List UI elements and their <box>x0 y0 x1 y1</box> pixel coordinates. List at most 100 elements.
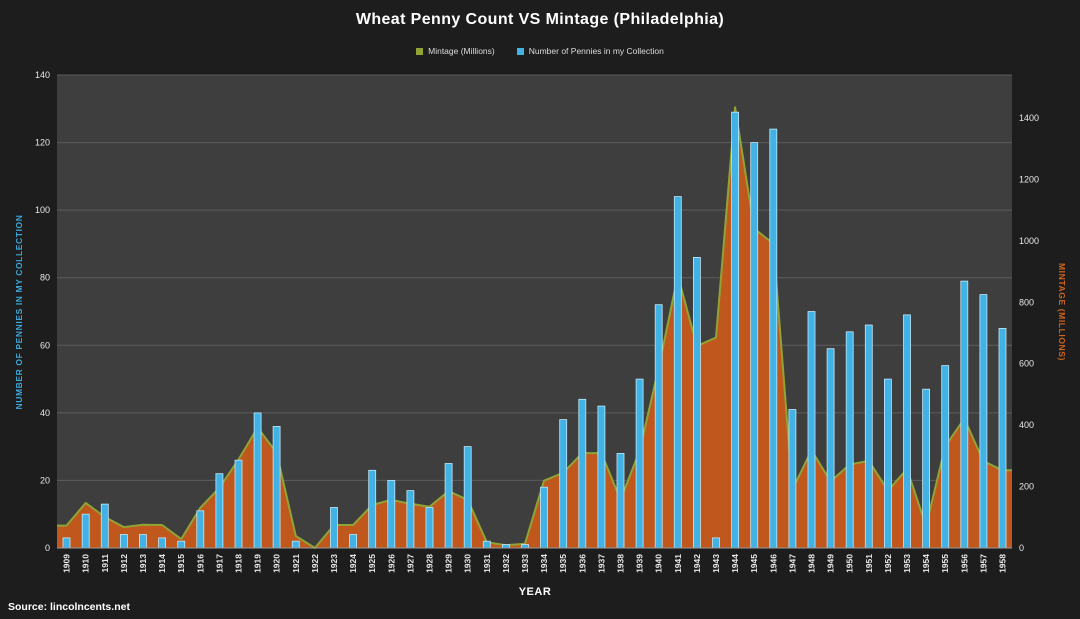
left-axis-tick: 100 <box>35 205 50 215</box>
x-axis-tick: 1930 <box>463 554 473 573</box>
x-axis-tick: 1954 <box>921 554 931 573</box>
penny-bar <box>693 256 701 549</box>
x-axis-tick: 1913 <box>138 554 148 573</box>
x-axis-tick: 1911 <box>100 554 110 573</box>
x-axis-tick: 1934 <box>539 554 549 573</box>
x-axis-tick: 1951 <box>864 554 874 573</box>
x-axis-tick: 1924 <box>348 554 358 573</box>
left-axis-tick: 40 <box>40 408 50 418</box>
legend-label-mintage: Mintage (Millions) <box>428 46 495 56</box>
penny-bar <box>941 365 950 549</box>
penny-bar <box>81 513 90 549</box>
x-axis-tick: 1931 <box>482 554 492 573</box>
x-axis-tick: 1920 <box>272 554 282 573</box>
penny-bar <box>903 314 911 549</box>
penny-bar <box>463 446 472 549</box>
chart-title: Wheat Penny Count VS Mintage (Philadelph… <box>355 11 725 28</box>
x-axis-tick: 1910 <box>81 554 91 573</box>
penny-bar <box>501 544 510 549</box>
pennies-swatch <box>516 47 524 55</box>
penny-bar <box>788 409 797 549</box>
left-axis-tick: 60 <box>40 340 50 350</box>
x-axis-tick: 1942 <box>692 554 702 573</box>
x-axis-tick: 1955 <box>940 554 950 573</box>
right-axis-title: MINTAGE (MILLIONS) <box>1057 263 1067 361</box>
x-axis-title: YEAR <box>518 586 552 598</box>
penny-bar <box>922 388 930 549</box>
x-axis-tick: 1914 <box>157 554 167 573</box>
right-axis-tick: 200 <box>1019 482 1034 492</box>
penny-bar <box>291 540 300 549</box>
x-axis-tick: 1945 <box>749 554 759 573</box>
penny-bar <box>215 473 224 549</box>
x-axis-tick: 1932 <box>501 554 511 573</box>
left-axis-tick: 80 <box>40 273 50 283</box>
penny-bar <box>100 503 109 549</box>
penny-bar <box>234 459 243 549</box>
x-axis-tick: 1953 <box>902 554 912 573</box>
x-axis-tick: 1912 <box>119 554 129 573</box>
penny-bar <box>387 479 396 549</box>
penny-bar <box>540 486 548 549</box>
left-axis-tick: 120 <box>35 138 50 148</box>
legend: Mintage (Millions) Number of Pennies in … <box>0 46 1080 56</box>
penny-bar <box>521 544 529 549</box>
right-axis-tick: 1400 <box>1019 113 1039 123</box>
x-axis-tick: 1957 <box>978 554 988 573</box>
right-axis-tick: 0 <box>1019 543 1024 553</box>
x-axis-tick: 1917 <box>214 554 224 573</box>
x-axis-tick: 1933 <box>520 554 530 573</box>
penny-bar <box>960 280 969 549</box>
x-axis-tick: 1940 <box>654 554 664 573</box>
x-axis-tick: 1948 <box>807 554 817 573</box>
x-axis-tick: 1919 <box>253 554 263 573</box>
penny-bar <box>845 331 854 549</box>
penny-bar <box>769 128 778 549</box>
right-axis-tick: 600 <box>1019 359 1034 369</box>
penny-bar <box>750 142 759 549</box>
penny-bar <box>120 534 128 549</box>
x-axis-tick: 1925 <box>367 554 377 573</box>
penny-bar <box>673 196 682 549</box>
mintage-swatch <box>416 47 424 55</box>
x-axis-tick: 1927 <box>405 554 415 573</box>
x-axis-tick: 1947 <box>787 554 797 573</box>
penny-bar <box>406 490 415 549</box>
x-axis-tick: 1939 <box>635 554 645 573</box>
penny-bar <box>349 534 358 549</box>
right-axis-tick: 400 <box>1019 420 1034 430</box>
penny-bar <box>482 540 491 549</box>
x-axis-tick: 1916 <box>195 554 205 573</box>
penny-bar <box>807 311 816 549</box>
penny-bar <box>864 324 873 549</box>
x-axis-tick: 1941 <box>673 554 683 573</box>
source-credit: Source: lincolncents.net <box>8 601 130 613</box>
x-axis-tick: 1956 <box>959 554 969 573</box>
x-axis-tick: 1929 <box>444 554 454 573</box>
penny-bar <box>196 510 205 549</box>
mintage-area-outline <box>57 106 1012 549</box>
x-axis-tick: 1946 <box>768 554 778 573</box>
penny-bar <box>884 378 892 549</box>
penny-bar <box>578 398 587 549</box>
penny-bar <box>425 507 434 549</box>
penny-bar <box>444 463 453 549</box>
x-axis-tick: 1918 <box>234 554 244 573</box>
right-axis-tick: 1200 <box>1019 174 1039 184</box>
left-axis-title: NUMBER OF PENNIES IN MY COLLECTION <box>14 214 24 410</box>
x-axis-tick: 1921 <box>291 554 301 573</box>
penny-bar <box>979 294 988 549</box>
x-axis-tick: 1943 <box>711 554 721 573</box>
x-axis-tick: 1936 <box>577 554 587 573</box>
legend-item-pennies: Number of Pennies in my Collection <box>516 46 664 56</box>
penny-bar <box>559 419 568 549</box>
penny-bar <box>272 425 281 549</box>
x-axis-tick: 1922 <box>310 554 320 573</box>
penny-bar <box>826 348 835 549</box>
x-axis-tick: 1928 <box>425 554 435 573</box>
penny-bar <box>998 327 1007 549</box>
x-axis-tick: 1915 <box>176 554 186 573</box>
penny-bar <box>616 452 625 549</box>
left-axis-tick: 20 <box>40 475 50 485</box>
